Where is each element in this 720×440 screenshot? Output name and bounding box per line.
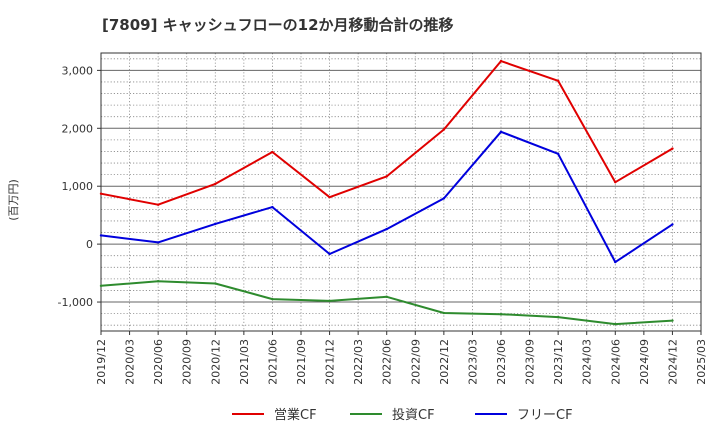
y-tick-label: 2,000 [62,122,94,135]
data-point [328,252,331,256]
data-point [328,299,331,303]
x-tick-label: 2025/03 [695,339,708,385]
legend-label: 営業CF [274,407,317,423]
data-point [156,241,160,244]
x-tick-label: 2022/12 [438,339,451,385]
data-point [556,152,560,155]
data-point [99,192,103,195]
data-point [671,147,674,150]
x-tick-label: 2021/06 [266,339,279,385]
x-tick-label: 2022/09 [409,339,422,385]
y-axis-label: (百万円) [7,179,20,221]
y-tick-label: -1,000 [58,296,93,309]
x-tick-label: 2023/12 [552,339,565,385]
y-tick-label: 1,000 [62,180,94,193]
data-point [442,128,446,131]
data-point [214,182,217,186]
data-point [271,297,274,301]
data-point [99,284,103,288]
x-tick-label: 2019/12 [95,339,108,385]
x-tick-label: 2020/03 [124,339,137,385]
y-tick-label: 3,000 [62,64,94,77]
data-point [671,223,674,226]
data-point [99,234,103,237]
data-point [214,222,217,226]
x-tick-label: 2022/06 [381,339,394,385]
data-point [499,130,503,133]
data-point [385,227,388,231]
data-point [556,79,560,83]
x-tick-label: 2023/09 [524,339,537,385]
y-tick-label: 0 [86,238,93,251]
x-tick-label: 2021/03 [238,339,251,385]
x-tick-label: 2024/06 [609,339,622,385]
data-point [614,260,617,264]
data-point [442,311,446,315]
data-point [156,279,160,283]
data-point [671,319,674,322]
data-point [499,313,503,316]
x-tick-label: 2021/12 [324,339,337,385]
legend: 営業CF 投資CF フリーCF [232,407,573,423]
data-point [614,180,617,184]
data-point [214,282,217,285]
data-point [499,59,503,63]
data-point [385,175,388,178]
data-point [271,150,274,154]
chart-title: [7809] キャッシュフローの12か月移動合計の推移 [102,16,454,34]
x-tick-label: 2020/09 [181,339,194,385]
data-point [556,315,560,319]
x-tick-label: 2022/03 [352,339,365,385]
axes: (百万円) -1,000 0 1,000 2,000 3,000 2019/12 2020/… [7,52,708,385]
data-point [442,197,446,200]
legend-label: 投資CF [392,407,435,423]
plot-area [101,53,701,331]
data-point [271,205,274,209]
plot-border [100,52,702,332]
legend-label: フリーCF [517,408,573,423]
x-tick-label: 2024/09 [638,339,651,385]
x-tick-label: 2023/03 [466,339,479,385]
x-tick-label: 2021/09 [295,339,308,385]
series [99,59,674,326]
grid [100,53,702,331]
data-point [614,322,617,326]
x-tick-label: 2023/06 [495,339,508,385]
x-tick-label: 2020/06 [152,339,165,385]
data-point [328,196,331,199]
x-tick-label: 2024/03 [581,339,594,385]
x-tick-label: 2020/12 [209,339,222,385]
data-point [385,295,388,299]
data-point [156,203,160,206]
x-tick-label: 2024/12 [666,339,679,385]
